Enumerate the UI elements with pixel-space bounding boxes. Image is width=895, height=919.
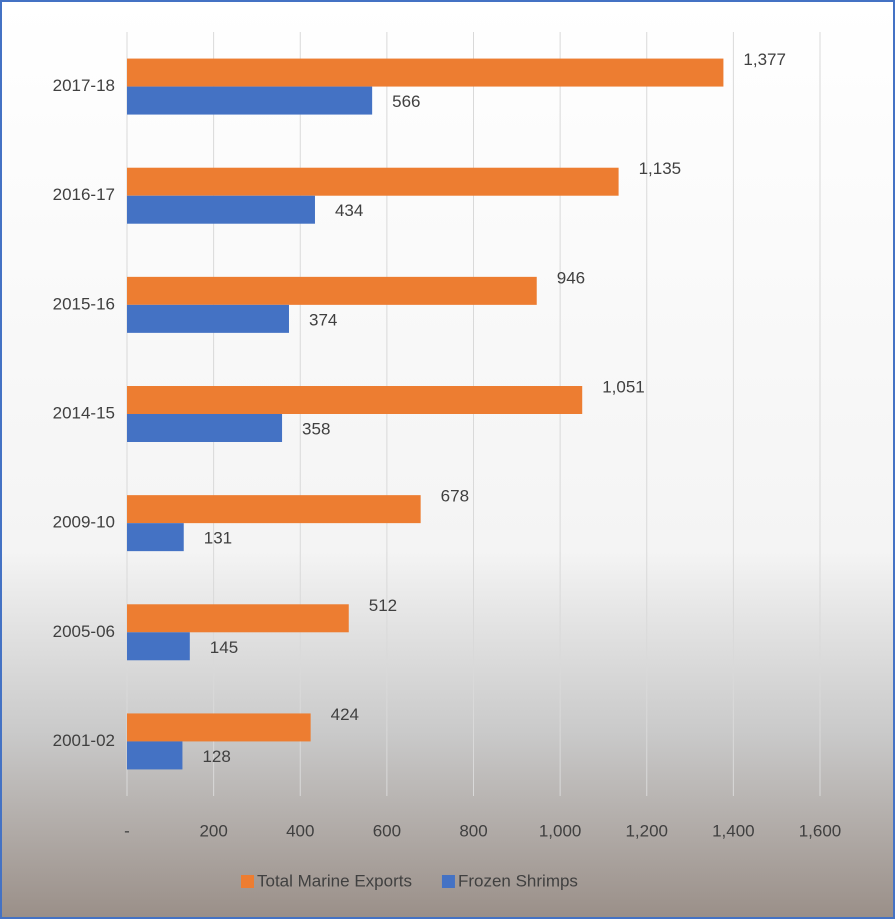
y-tick-label: 2016-17 [53,185,115,204]
data-label: 374 [309,310,337,329]
bar [127,276,537,305]
bar [127,604,349,633]
data-label: 512 [369,596,397,615]
data-label: 434 [335,201,363,220]
bar [127,632,190,661]
bar [127,523,184,552]
x-tick-label: 1,400 [712,821,755,840]
bar [127,386,583,414]
bar [127,58,724,87]
data-label: 678 [441,487,469,506]
x-tick-label: - [124,821,130,840]
data-label: 358 [302,419,330,438]
data-label: 1,051 [602,377,645,396]
bar [127,414,283,442]
legend-swatch [241,875,254,888]
x-tick-label: 400 [286,821,314,840]
data-label: 131 [204,529,232,548]
data-label: 145 [210,638,238,657]
bar [127,304,289,333]
y-tick-label: 2005-06 [53,622,115,641]
bar [127,495,421,524]
bar [127,741,183,770]
y-tick-label: 2009-10 [53,513,115,532]
y-tick-label: 2015-16 [53,294,115,313]
y-tick-label: 2017-18 [53,76,115,95]
legend-label: Frozen Shrimps [458,871,578,890]
data-label: 424 [331,705,359,724]
x-tick-label: 1,000 [539,821,582,840]
legend-swatch [441,875,455,888]
data-label: 1,377 [743,50,786,69]
x-tick-label: 1,600 [799,821,842,840]
y-tick-label: 2014-15 [53,403,115,422]
bar [127,195,315,224]
x-tick-label: 800 [459,821,487,840]
x-tick-label: 200 [199,821,227,840]
bar [127,167,619,196]
bar [127,713,311,742]
data-label: 946 [557,268,585,287]
x-tick-label: 1,200 [625,821,668,840]
data-label: 566 [392,92,420,111]
x-tick-label: 600 [373,821,401,840]
data-label: 128 [202,747,230,766]
y-tick-label: 2001-02 [53,731,115,750]
data-label: 1,135 [639,159,682,178]
bar [127,86,373,115]
legend-label: Total Marine Exports [257,871,412,890]
